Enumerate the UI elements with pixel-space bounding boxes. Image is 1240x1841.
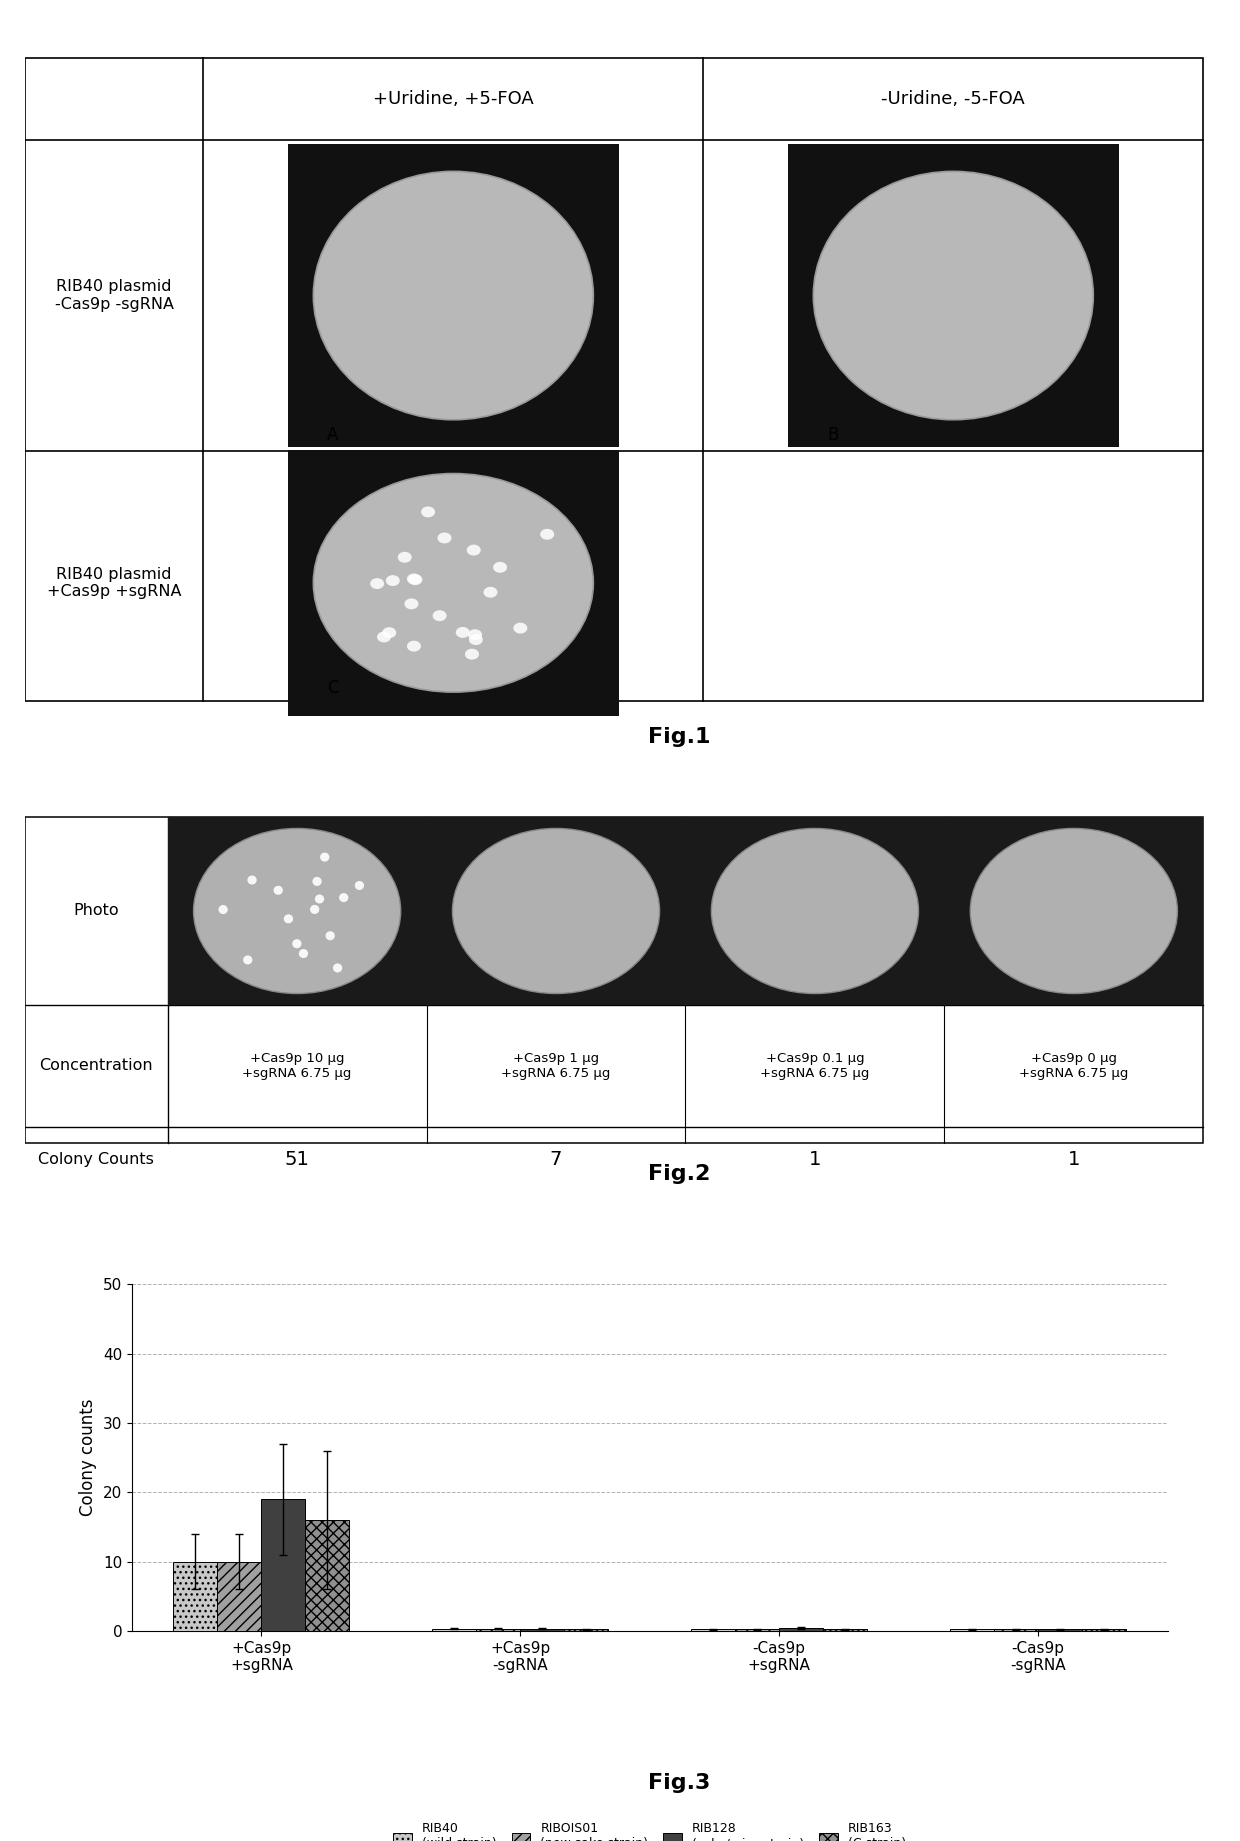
Ellipse shape xyxy=(248,876,257,884)
Bar xyxy=(288,449,619,716)
Text: C: C xyxy=(327,679,339,698)
Bar xyxy=(25,817,1203,1143)
Ellipse shape xyxy=(407,641,420,652)
Ellipse shape xyxy=(315,895,324,904)
Text: 1: 1 xyxy=(1068,1151,1080,1169)
Ellipse shape xyxy=(310,906,320,913)
Ellipse shape xyxy=(371,578,384,589)
Ellipse shape xyxy=(386,574,399,585)
Ellipse shape xyxy=(407,574,420,584)
Ellipse shape xyxy=(469,633,482,644)
Ellipse shape xyxy=(382,628,397,639)
Ellipse shape xyxy=(494,562,507,573)
Ellipse shape xyxy=(541,528,554,539)
Ellipse shape xyxy=(332,963,342,972)
Text: Fig.2: Fig.2 xyxy=(649,1164,711,1184)
Ellipse shape xyxy=(970,828,1178,994)
Ellipse shape xyxy=(466,545,481,556)
Text: Fig.3: Fig.3 xyxy=(649,1773,711,1793)
Text: A: A xyxy=(327,425,339,444)
Ellipse shape xyxy=(193,828,401,994)
Text: 51: 51 xyxy=(285,1151,310,1169)
Text: RIB40 plasmid
+Cas9p +sgRNA: RIB40 plasmid +Cas9p +sgRNA xyxy=(47,567,181,598)
Bar xyxy=(288,144,619,447)
Bar xyxy=(167,817,1203,1005)
Ellipse shape xyxy=(422,506,435,517)
Ellipse shape xyxy=(243,955,253,965)
Ellipse shape xyxy=(484,587,497,598)
Text: RIB40 plasmid
-Cas9p -sgRNA: RIB40 plasmid -Cas9p -sgRNA xyxy=(55,280,174,311)
Ellipse shape xyxy=(408,574,423,585)
Ellipse shape xyxy=(465,648,479,659)
Ellipse shape xyxy=(456,628,470,637)
Ellipse shape xyxy=(293,939,301,948)
Ellipse shape xyxy=(404,598,418,609)
Ellipse shape xyxy=(326,932,335,941)
Ellipse shape xyxy=(377,631,391,643)
Text: Photo: Photo xyxy=(73,904,119,919)
Ellipse shape xyxy=(398,552,412,563)
Text: +Uridine, +5-FOA: +Uridine, +5-FOA xyxy=(373,90,533,109)
Text: Colony Counts: Colony Counts xyxy=(38,1152,154,1167)
Text: +Cas9p 10 μg
+sgRNA 6.75 μg: +Cas9p 10 μg +sgRNA 6.75 μg xyxy=(242,1051,352,1081)
Ellipse shape xyxy=(314,473,593,692)
Ellipse shape xyxy=(339,893,348,902)
Text: Concentration: Concentration xyxy=(40,1059,153,1073)
Ellipse shape xyxy=(513,622,527,633)
Ellipse shape xyxy=(355,882,365,889)
Ellipse shape xyxy=(274,886,283,895)
Ellipse shape xyxy=(712,828,919,994)
Ellipse shape xyxy=(453,828,660,994)
Ellipse shape xyxy=(438,532,451,543)
Text: Fig.1: Fig.1 xyxy=(649,727,711,747)
Ellipse shape xyxy=(218,906,228,915)
Ellipse shape xyxy=(314,171,593,420)
Text: 1: 1 xyxy=(808,1151,821,1169)
Text: +Cas9p 0 μg
+sgRNA 6.75 μg: +Cas9p 0 μg +sgRNA 6.75 μg xyxy=(1019,1051,1128,1081)
Text: -Uridine, -5-FOA: -Uridine, -5-FOA xyxy=(882,90,1025,109)
Ellipse shape xyxy=(312,876,321,886)
Text: 7: 7 xyxy=(549,1151,562,1169)
Bar xyxy=(25,59,1203,701)
Ellipse shape xyxy=(299,948,308,957)
Text: +Cas9p 0.1 μg
+sgRNA 6.75 μg: +Cas9p 0.1 μg +sgRNA 6.75 μg xyxy=(760,1051,869,1081)
Ellipse shape xyxy=(284,915,293,924)
Ellipse shape xyxy=(813,171,1094,420)
Text: B: B xyxy=(827,425,838,444)
Ellipse shape xyxy=(433,609,446,620)
Ellipse shape xyxy=(320,852,330,862)
Ellipse shape xyxy=(467,630,482,641)
Bar xyxy=(789,144,1118,447)
Text: +Cas9p 1 μg
+sgRNA 6.75 μg: +Cas9p 1 μg +sgRNA 6.75 μg xyxy=(501,1051,611,1081)
